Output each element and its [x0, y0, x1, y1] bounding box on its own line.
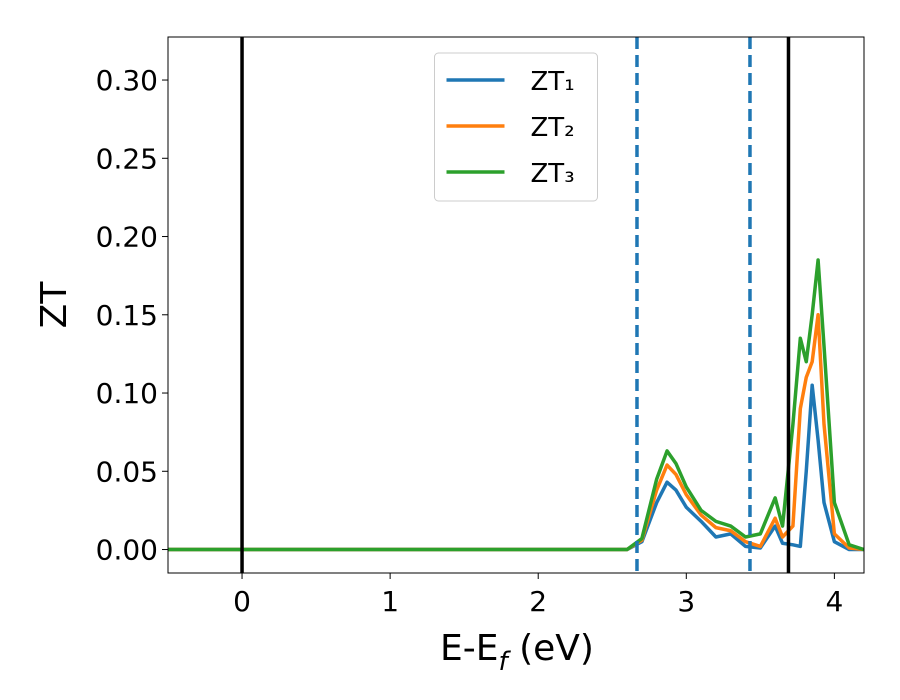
plot-frame: [167, 36, 865, 574]
series-line: [168, 258, 864, 552]
y-tick-label: 0.15: [96, 299, 158, 332]
legend-label: ZT₂: [531, 113, 575, 143]
y-tick-label: 0.10: [96, 377, 158, 410]
x-axis-label: E-Ef (eV): [440, 628, 594, 677]
legend-box: [434, 52, 598, 202]
plot-area: [168, 258, 864, 552]
x-label-rest: (eV): [508, 628, 594, 669]
y-tick-label: 0.25: [96, 142, 158, 175]
y-tick-label: 0.00: [96, 534, 158, 567]
y-tick-label: 0.05: [96, 455, 158, 488]
legend-label: ZT₃: [531, 159, 575, 189]
series-line: [168, 313, 864, 552]
x-tick-label: 3: [677, 585, 695, 618]
y-tick-label: 0.30: [96, 64, 158, 97]
x-tick-label: 4: [825, 585, 843, 618]
x-tick-label: 1: [381, 585, 399, 618]
y-axis-label: ZT: [34, 281, 75, 329]
x-label-main: E-E: [440, 628, 498, 669]
series-line: [168, 383, 864, 552]
x-tick-label: 0: [233, 585, 251, 618]
x-tick-label: 2: [529, 585, 547, 618]
legend-label: ZT₁: [531, 67, 575, 97]
y-tick-label: 0.20: [96, 221, 158, 254]
